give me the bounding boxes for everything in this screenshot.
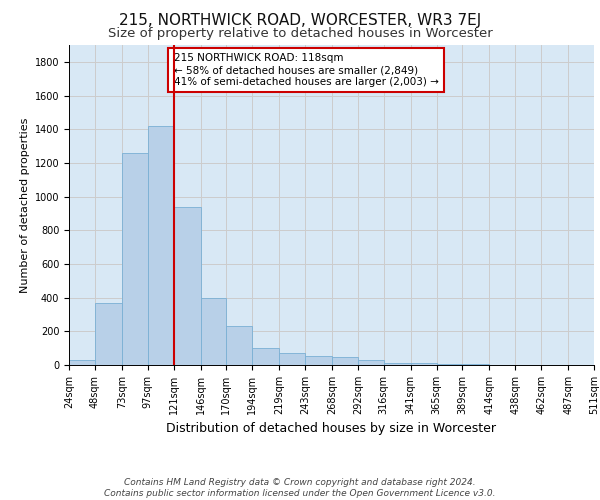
- Bar: [252, 348, 279, 365]
- Bar: [384, 364, 411, 365]
- Text: Size of property relative to detached houses in Worcester: Size of property relative to detached ho…: [107, 28, 493, 40]
- Bar: [279, 353, 305, 365]
- X-axis label: Distribution of detached houses by size in Worcester: Distribution of detached houses by size …: [167, 422, 497, 436]
- Bar: [122, 153, 148, 365]
- Bar: [463, 364, 490, 365]
- Y-axis label: Number of detached properties: Number of detached properties: [20, 118, 31, 292]
- Bar: [148, 126, 173, 365]
- Bar: [437, 364, 463, 365]
- Bar: [173, 206, 200, 365]
- Bar: [69, 360, 95, 365]
- Bar: [411, 364, 437, 365]
- Text: 215, NORTHWICK ROAD, WORCESTER, WR3 7EJ: 215, NORTHWICK ROAD, WORCESTER, WR3 7EJ: [119, 12, 481, 28]
- Bar: [95, 302, 122, 365]
- Bar: [332, 358, 358, 365]
- Text: 215 NORTHWICK ROAD: 118sqm
← 58% of detached houses are smaller (2,849)
41% of s: 215 NORTHWICK ROAD: 118sqm ← 58% of deta…: [173, 54, 439, 86]
- Bar: [226, 326, 252, 365]
- Bar: [358, 360, 384, 365]
- Bar: [305, 356, 332, 365]
- Bar: [200, 298, 226, 365]
- Text: Contains HM Land Registry data © Crown copyright and database right 2024.
Contai: Contains HM Land Registry data © Crown c…: [104, 478, 496, 498]
